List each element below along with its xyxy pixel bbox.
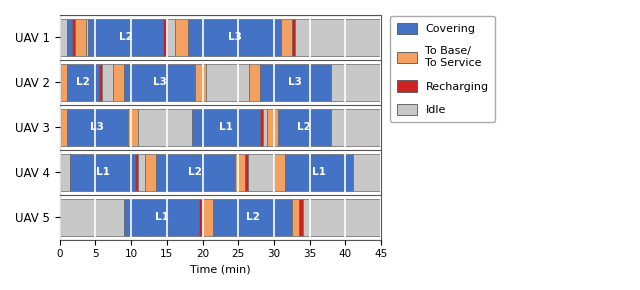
Bar bbox=[60, 154, 70, 191]
Text: L1: L1 bbox=[155, 212, 168, 222]
Bar bbox=[163, 19, 167, 56]
Bar bbox=[199, 199, 202, 236]
Bar bbox=[274, 154, 285, 191]
Bar bbox=[192, 109, 260, 146]
Bar bbox=[353, 154, 381, 191]
Bar bbox=[281, 19, 292, 56]
Bar bbox=[60, 19, 67, 56]
Bar bbox=[202, 199, 213, 236]
Text: L3: L3 bbox=[90, 122, 104, 132]
Text: L2: L2 bbox=[298, 122, 311, 132]
Bar bbox=[124, 64, 195, 101]
Bar bbox=[331, 64, 381, 101]
Bar bbox=[248, 154, 274, 191]
Text: L2: L2 bbox=[246, 212, 259, 222]
Bar bbox=[72, 19, 75, 56]
Bar bbox=[188, 19, 281, 56]
Bar bbox=[206, 64, 249, 101]
Bar bbox=[175, 19, 188, 56]
Bar bbox=[249, 64, 260, 101]
Bar bbox=[156, 154, 235, 191]
Bar bbox=[260, 64, 331, 101]
Bar bbox=[299, 199, 303, 236]
Text: L1: L1 bbox=[95, 167, 109, 177]
Bar bbox=[138, 109, 192, 146]
Bar bbox=[331, 109, 381, 146]
Bar bbox=[86, 19, 88, 56]
X-axis label: Time (min): Time (min) bbox=[190, 265, 251, 275]
Bar bbox=[99, 64, 102, 101]
Bar bbox=[262, 109, 267, 146]
Bar bbox=[235, 154, 245, 191]
Text: L2: L2 bbox=[189, 167, 202, 177]
Text: L2: L2 bbox=[76, 77, 90, 87]
Bar bbox=[292, 199, 299, 236]
Bar bbox=[167, 19, 175, 56]
Text: L3: L3 bbox=[289, 77, 302, 87]
Bar bbox=[294, 19, 381, 56]
Text: L3: L3 bbox=[228, 32, 242, 42]
Bar bbox=[145, 154, 156, 191]
Bar bbox=[195, 64, 206, 101]
Bar bbox=[124, 199, 199, 236]
Bar bbox=[292, 19, 294, 56]
Bar bbox=[245, 154, 248, 191]
Bar bbox=[75, 19, 86, 56]
Bar bbox=[278, 109, 331, 146]
Bar bbox=[88, 19, 163, 56]
Bar bbox=[303, 199, 381, 236]
Bar bbox=[60, 109, 67, 146]
Bar bbox=[113, 64, 124, 101]
Bar bbox=[67, 19, 72, 56]
Bar bbox=[67, 64, 99, 101]
Bar bbox=[138, 154, 145, 191]
Legend: Covering, To Base/
To Service, Recharging, Idle: Covering, To Base/ To Service, Rechargin… bbox=[390, 16, 495, 122]
Bar bbox=[267, 109, 278, 146]
Bar bbox=[260, 109, 262, 146]
Bar bbox=[60, 64, 67, 101]
Bar bbox=[285, 154, 353, 191]
Bar bbox=[134, 154, 138, 191]
Text: L1: L1 bbox=[219, 122, 233, 132]
Text: L2: L2 bbox=[119, 32, 132, 42]
Bar bbox=[70, 154, 134, 191]
Bar bbox=[127, 109, 138, 146]
Bar bbox=[60, 199, 124, 236]
Text: L1: L1 bbox=[312, 167, 326, 177]
Text: L3: L3 bbox=[153, 77, 166, 87]
Bar bbox=[67, 109, 127, 146]
Bar bbox=[213, 199, 292, 236]
Bar bbox=[102, 64, 113, 101]
